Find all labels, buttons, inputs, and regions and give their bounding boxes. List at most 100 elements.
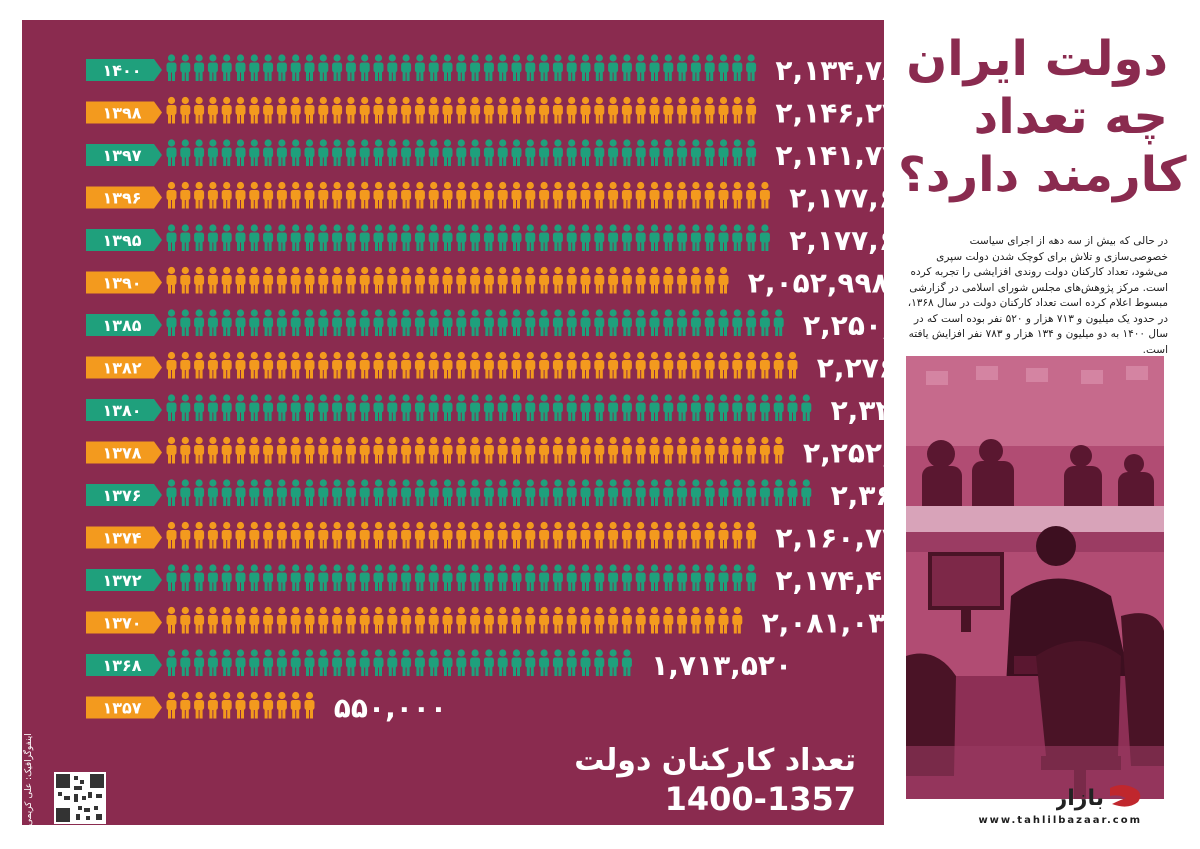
person-icon [594,181,605,209]
person-icon [608,394,619,421]
person-icon [511,479,522,506]
person-icon [677,96,688,124]
person-icon [304,266,315,294]
icon-row [166,54,757,81]
person-icon [345,394,356,421]
person-icon [318,224,329,251]
person-icon [263,691,274,719]
icon-row [166,606,743,634]
person-icon [194,521,205,549]
person-icon [566,181,577,209]
person-icon [221,606,232,634]
person-icon [704,266,715,294]
person-icon [263,649,274,676]
page-title-line2: چه تعداد [973,89,1168,145]
person-icon [801,394,812,421]
person-icon [235,479,246,506]
person-icon [456,266,467,294]
person-icon [428,139,439,166]
person-icon [318,54,329,81]
person-icon [704,309,715,336]
person-icon [732,54,743,81]
person-icon [442,224,453,251]
person-icon [718,436,729,464]
person-icon [290,224,301,251]
person-icon [387,351,398,379]
person-icon [525,564,536,591]
person-icon [539,139,550,166]
icon-row [166,479,812,506]
person-icon [649,266,660,294]
person-icon [414,309,425,336]
person-icon [718,521,729,549]
person-icon [608,521,619,549]
person-icon [483,181,494,209]
person-icon [318,139,329,166]
person-icon [539,181,550,209]
year-label-text: ۱۳۶۸ [102,656,141,675]
person-icon [621,309,632,336]
year-label: ۱۳۹۶ [86,186,162,209]
pictogram-chart: ۱۴۰۰ ۲,۱۳۴,۷۸۳ ۱۳۹۸ ۲,۱۴۶,۲۴۶ ۱۳۹۷ ۲,۱۴۱,۷۷۸ ۱… [86,54,884,725]
person-icon [621,521,632,549]
person-icon [332,564,343,591]
person-icon [497,181,508,209]
person-icon [608,224,619,251]
person-icon [166,436,177,464]
person-icon [332,54,343,81]
person-icon [525,181,536,209]
person-icon [359,54,370,81]
year-label-tab [86,526,162,549]
person-icon [635,181,646,209]
brand-logo: بازار [1056,785,1141,811]
person-icon [746,564,757,591]
person-icon [235,309,246,336]
person-icon [428,309,439,336]
person-icon [580,139,591,166]
person-icon [235,394,246,421]
person-icon [166,224,177,251]
person-icon [359,224,370,251]
person-icon [221,181,232,209]
person-icon [594,649,605,676]
person-icon [359,181,370,209]
person-icon [221,139,232,166]
person-icon [345,521,356,549]
person-icon [525,436,536,464]
person-icon [249,606,260,634]
person-icon [801,479,812,506]
person-icon [690,606,701,634]
person-icon [318,479,329,506]
person-icon [442,351,453,379]
person-icon [649,224,660,251]
person-icon [249,394,260,421]
value-label: ۲,۰۵۲,۹۹۸ [748,267,884,300]
person-icon [221,309,232,336]
person-icon [332,224,343,251]
person-icon [276,54,287,81]
person-icon [663,309,674,336]
person-icon [511,564,522,591]
person-icon [194,436,205,464]
person-icon [566,54,577,81]
value-label: ۲,۱۴۱,۷۷۸ [775,139,884,172]
person-icon [470,394,481,421]
year-label-tab [86,101,162,124]
person-icon [718,564,729,591]
person-icon [373,351,384,379]
year-label-tab [86,441,162,464]
person-icon [373,266,384,294]
person-icon [249,649,260,676]
person-icon [442,394,453,421]
person-icon [414,96,425,124]
person-icon [249,564,260,591]
person-icon [566,96,577,124]
year-label-tab [86,271,162,294]
person-icon [194,96,205,124]
person-icon [539,436,550,464]
person-icon [511,139,522,166]
person-icon [539,479,550,506]
person-icon [428,351,439,379]
person-icon [207,224,218,251]
person-icon [732,224,743,251]
